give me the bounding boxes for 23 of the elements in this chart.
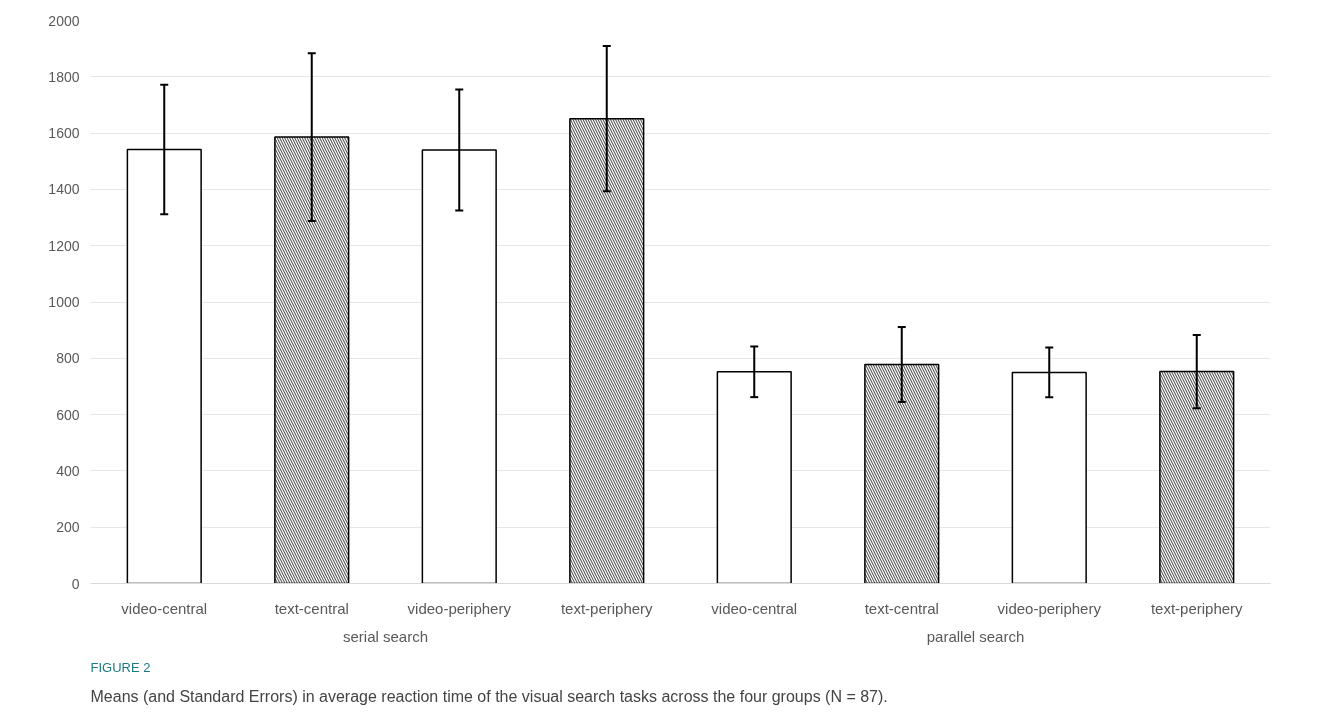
y-tick-label: 1400 — [48, 181, 80, 198]
y-tick-label: 1200 — [48, 237, 80, 254]
y-tick-label: 1000 — [48, 294, 80, 310]
text: parallel search — [926, 627, 1025, 645]
x-tick-label: video-periphery — [997, 599, 1102, 617]
x-tick-label: text-periphery — [1150, 599, 1244, 617]
y-tick-label: 400 — [56, 462, 80, 479]
x-tick-label: video-central — [711, 599, 798, 617]
y-tick-label: 2000 — [48, 12, 80, 29]
y-tick-label: 600 — [56, 406, 80, 423]
y-tick-label: 800 — [56, 350, 80, 367]
y-tick-label: 0 — [71, 575, 80, 592]
x-tick-label: video-central — [121, 599, 208, 617]
x-tick-label: text-central — [864, 599, 939, 617]
y-tick-label: 200 — [56, 519, 80, 536]
x-tick-label: text-periphery — [560, 599, 654, 617]
x-tick-label: video-periphery — [407, 599, 512, 617]
caption: FIGURE 2 — [90, 659, 151, 675]
y-tick-label: 1800 — [48, 68, 80, 85]
x-tick-label: text-central — [274, 599, 349, 617]
text: Means (and Standard Errors) in average reaction time of the visual search tasks across the four groups (N = 87). — [90, 687, 888, 705]
y-tick-label: 1600 — [48, 125, 80, 142]
text: serial search — [342, 627, 429, 645]
